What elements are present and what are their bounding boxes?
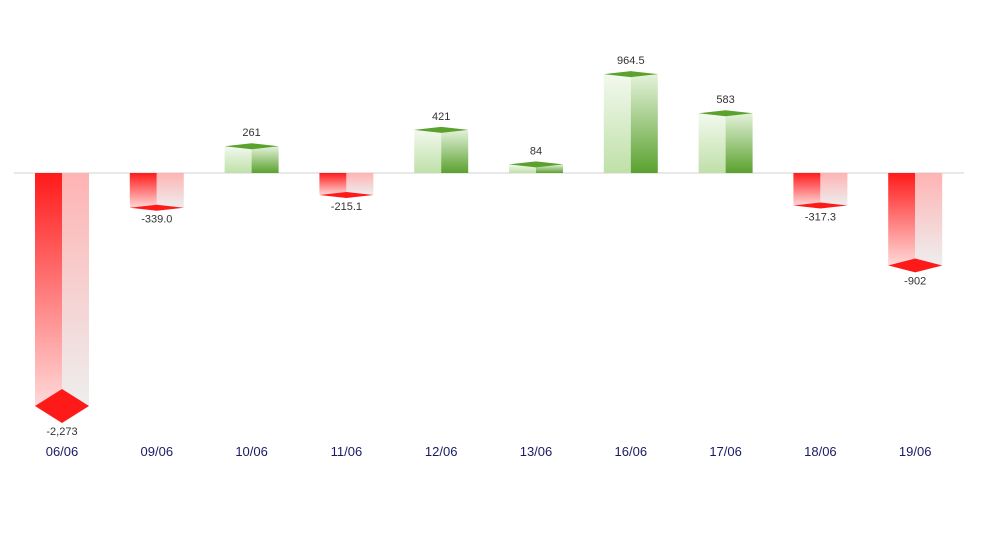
bar-face-left — [224, 146, 252, 173]
bar-cap — [509, 161, 563, 168]
bar-face-left — [698, 113, 726, 173]
bar-face-left — [35, 173, 62, 406]
bar-10-06 — [224, 143, 279, 173]
value-labels-group: -2,273 -339.0 261 -215.1 421 84 964.5 583 -317.3… — [46, 55, 926, 438]
bar-face-left — [888, 173, 916, 266]
category-label: 18/06 — [804, 444, 837, 459]
bar-face-left — [793, 173, 821, 206]
bar-cap — [698, 110, 753, 117]
bar-face-right — [346, 173, 374, 196]
value-label: -215.1 — [331, 201, 362, 213]
category-label: 13/06 — [520, 444, 553, 459]
category-labels-group: 06/06 09/06 10/06 11/06 12/06 13/06 16/06 17/06… — [46, 444, 932, 459]
bar-cap — [224, 143, 279, 150]
bar-06-06 — [35, 173, 89, 423]
bar-cap — [793, 202, 848, 209]
bar-face-right — [251, 146, 279, 173]
category-label: 19/06 — [899, 444, 932, 459]
value-label: 84 — [530, 145, 542, 157]
value-label: 583 — [716, 94, 734, 106]
value-label: -339.0 — [141, 214, 172, 226]
value-label: -317.3 — [805, 212, 836, 224]
bar-cap — [319, 192, 374, 199]
category-label: 06/06 — [46, 444, 79, 459]
bar-16-06 — [603, 71, 658, 173]
category-label: 10/06 — [235, 444, 268, 459]
bar-face-right — [156, 173, 184, 208]
value-label: 964.5 — [617, 55, 645, 67]
value-label: 421 — [432, 111, 450, 123]
bar-cap — [35, 388, 89, 423]
category-label: 09/06 — [141, 444, 174, 459]
bar-cap — [888, 258, 943, 273]
bar-09-06 — [129, 173, 184, 211]
bar-19-06 — [888, 173, 943, 273]
bar-17-06 — [698, 110, 753, 173]
category-label: 11/06 — [331, 444, 363, 459]
bar-face-left — [319, 173, 347, 196]
bar-face-left — [414, 129, 442, 173]
bar-face-right — [630, 74, 658, 173]
bar-13-06 — [509, 161, 563, 173]
bar-cap — [129, 204, 184, 211]
bar-face-right — [62, 173, 89, 406]
value-label: 261 — [242, 127, 260, 139]
bar-18-06 — [793, 173, 848, 209]
value-label: -2,273 — [46, 426, 77, 438]
bar-11-06 — [319, 173, 374, 199]
bar-face-left — [129, 173, 157, 208]
bar-12-06 — [414, 126, 469, 173]
bar-cap — [603, 71, 658, 78]
bar-face-right — [725, 113, 753, 173]
bar-face-right — [820, 173, 848, 206]
bar-cap — [414, 126, 469, 133]
bar-face-left — [603, 74, 631, 173]
bar-face-right — [441, 129, 469, 173]
bars-group — [35, 71, 943, 423]
value-label: -902 — [904, 275, 926, 287]
category-label: 16/06 — [615, 444, 648, 459]
category-label: 12/06 — [425, 444, 458, 459]
category-label: 17/06 — [709, 444, 742, 459]
bar-face-right — [915, 173, 943, 266]
